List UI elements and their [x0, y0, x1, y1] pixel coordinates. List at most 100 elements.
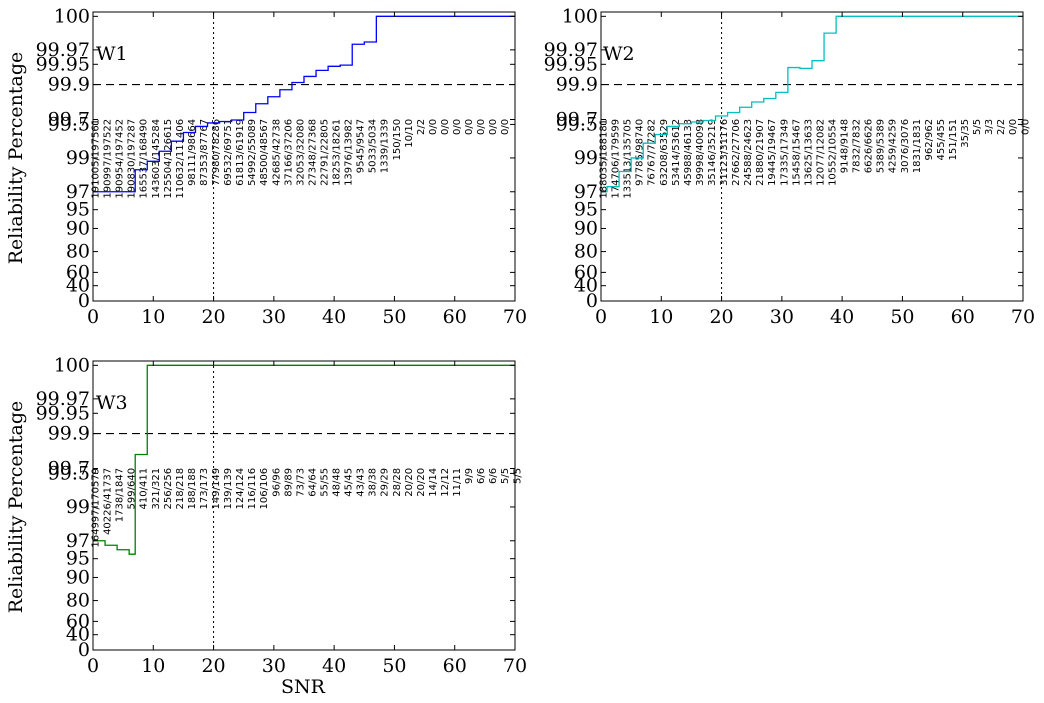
w1-y-tick-label: 99.9 [48, 74, 90, 96]
w3-y-tick-label: 80 [66, 590, 90, 612]
w2-count-label: 19445/19467 [767, 119, 778, 186]
w3-x-tick-label: 30 [262, 655, 286, 677]
w2-count-label: 63208/63529 [659, 119, 670, 186]
w1-y-tick-label: 40 [66, 275, 90, 297]
w1-count-label: 5033/5034 [368, 119, 379, 173]
w2-count-label: 2/2 [996, 119, 1007, 135]
w1-y-tick-label: 0 [78, 290, 90, 312]
w1-x-tick-label: 30 [262, 306, 286, 328]
w2-y-tick-label: 99.97 [544, 39, 598, 61]
w2-x-tick-label: 40 [830, 306, 854, 328]
w3-count-labels: 164997/170579 40226/41737 1738/1847 599/640… [91, 468, 524, 548]
w1-x-tick-label: 60 [443, 306, 467, 328]
w1-count-label: 190830/197287 [127, 119, 138, 199]
w2-x-tick-label: 60 [951, 306, 975, 328]
w2-count-label: 97785/98740 [635, 119, 646, 186]
w3-x-tick-label: 70 [503, 655, 527, 677]
w2-plot-frame [600, 11, 1024, 302]
w1-count-label: 0/0 [440, 119, 451, 135]
w3-count-label: 9/9 [464, 468, 475, 484]
w2-series [601, 15, 1023, 193]
w1-y-tick-label: 99.95 [36, 53, 90, 75]
w3-x-tick-label: 40 [322, 655, 346, 677]
w2-reliability-series [601, 15, 1023, 193]
w1-count-label: 0/0 [488, 119, 499, 135]
w3-count-label: 96/96 [271, 468, 282, 497]
w3-y-tick-label: 95 [66, 548, 90, 570]
panel-w1: 191005/197561 190997/197522 190954/197452 1… [36, 5, 528, 328]
w1-count-label: 0/0 [428, 119, 439, 135]
w2-count-label: 188035/188181 [599, 119, 610, 199]
w3-y-tick-label: 97 [66, 530, 90, 552]
panel-w2: 188035/188181 174706/179599 133513/135705 9… [544, 5, 1036, 328]
w2-y-tick-label: 99.95 [544, 53, 598, 75]
w1-count-label: 143603/145284 [151, 119, 162, 199]
w1-count-label: 190997/197522 [103, 119, 114, 199]
w3-count-label: 256/256 [163, 468, 174, 510]
w1-count-label: 191005/197561 [91, 119, 102, 199]
w3-axes: 0 10 20 30 40 50 60 7004060809095979999.599.799… [36, 354, 528, 677]
w3-count-label: 599/640 [127, 468, 138, 510]
w3-count-label: 410/411 [139, 468, 150, 510]
w2-count-label: 27662/27706 [731, 119, 742, 186]
w2-panel-label: W2 [603, 43, 635, 65]
w1-y-tick-label: 90 [66, 217, 90, 239]
w1-panel-label: W1 [96, 43, 128, 65]
w2-count-label: 10552/10554 [827, 119, 838, 186]
w3-reliability-series [93, 364, 515, 555]
w2-y-tick-label: 99.7 [556, 109, 598, 131]
w3-count-label: 218/218 [175, 468, 186, 510]
w3-count-label: 321/321 [151, 468, 162, 510]
w1-y-tick-label: 80 [66, 241, 90, 263]
w3-count-label: 12/12 [440, 468, 451, 497]
w3-count-label: 64/64 [307, 468, 318, 497]
x-axis-title: SNR [281, 676, 326, 698]
w2-count-label: 21880/21907 [755, 119, 766, 186]
w3-count-label: 116/116 [247, 468, 258, 510]
w2-y-tick-label: 60 [574, 261, 598, 283]
w2-count-label: 962/962 [924, 119, 935, 161]
w1-count-label: 77980/78286 [211, 119, 222, 186]
w3-plot-frame [92, 360, 516, 651]
w2-count-label: 35/35 [960, 119, 971, 148]
w3-count-label: 14/14 [428, 468, 439, 497]
w1-x-tick-label: 70 [503, 306, 527, 328]
w3-count-label: 20/20 [404, 468, 415, 497]
w3-y-tick-label: 99.5 [48, 462, 90, 484]
w3-y-tick-label: 0 [78, 639, 90, 661]
w1-count-label: 0/0 [476, 119, 487, 135]
w3-y-tick-label: 99.9 [48, 423, 90, 445]
w1-count-label: 13976/13982 [344, 119, 355, 186]
y-axis-title-bottom: Reliability Percentage [5, 401, 27, 614]
w2-count-label: 13625/13633 [803, 119, 814, 186]
w3-count-label: 20/20 [416, 468, 427, 497]
w1-y-tick-label: 99.5 [48, 113, 90, 135]
w1-count-label: 10/10 [404, 119, 415, 148]
w1-count-label: 9545/9547 [356, 119, 367, 173]
w2-y-tick-label: 90 [574, 217, 598, 239]
w3-count-label: 48/48 [332, 468, 343, 497]
w2-count-label: 5389/5389 [876, 119, 887, 173]
w3-y-tick-label: 99.95 [36, 402, 90, 424]
w2-count-label: 0/0 [1020, 119, 1031, 135]
w3-count-label: 106/106 [259, 468, 270, 510]
panel-w3: 164997/170579 40226/41737 1738/1847 599/640… [36, 354, 528, 677]
w1-x-tick-label: 50 [382, 306, 406, 328]
y-axis-title-top: Reliability Percentage [5, 52, 27, 265]
w1-count-label: 42685/42738 [271, 119, 282, 186]
w2-count-label: 455/455 [936, 119, 947, 161]
w2-count-label: 1831/1831 [912, 119, 923, 173]
w2-y-tick-label: 99 [574, 147, 598, 169]
w3-y-tick-label: 40 [66, 624, 90, 646]
w1-y-tick-label: 95 [66, 199, 90, 221]
w2-count-label: 35146/35219 [707, 119, 718, 186]
w1-count-label: 0/0 [464, 119, 475, 135]
w1-y-tick-label: 99.97 [36, 39, 90, 61]
w1-count-label: 165537/168490 [139, 119, 150, 199]
w2-count-labels: 188035/188181 174706/179599 133513/135705 9… [599, 119, 1032, 199]
w2-x-tick-label: 10 [649, 306, 673, 328]
w3-count-label: 139/139 [223, 468, 234, 510]
w2-axes: 0 10 20 30 40 50 60 7004060809095979999.599.799… [544, 5, 1036, 328]
w3-y-tick-label: 99 [66, 496, 90, 518]
w3-count-label: 188/188 [187, 468, 198, 510]
